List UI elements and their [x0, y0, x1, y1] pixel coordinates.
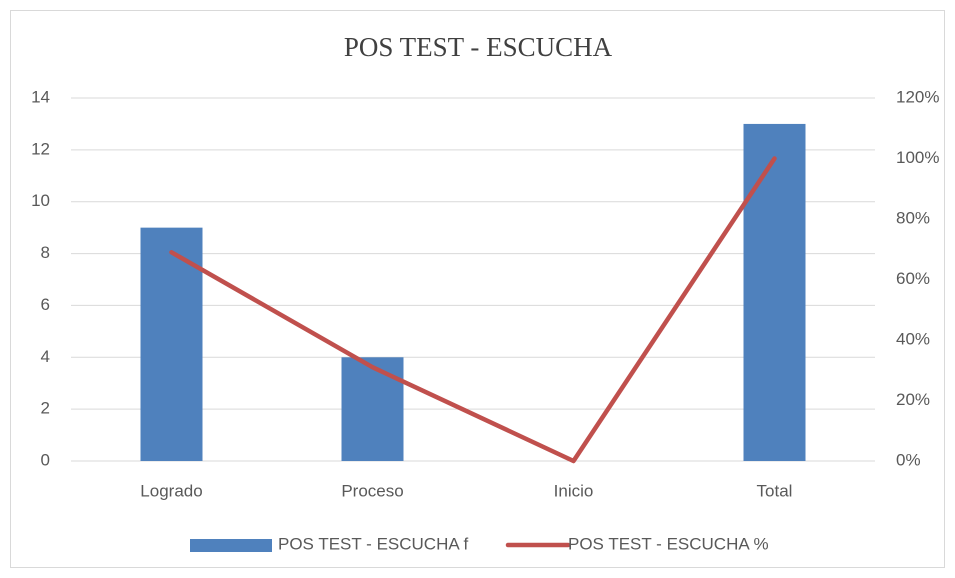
bar	[341, 357, 404, 461]
y2-tick-label: 60%	[896, 269, 930, 288]
x-tick-label: Total	[757, 481, 793, 500]
y2-tick-label: 40%	[896, 329, 930, 348]
y-tick-label: 14	[31, 87, 50, 106]
y-tick-label: 6	[41, 295, 50, 314]
x-tick-label: Logrado	[140, 481, 202, 500]
chart-title: POS TEST - ESCUCHA	[344, 32, 613, 62]
y-tick-label: 10	[31, 191, 50, 210]
x-tick-label: Proceso	[341, 481, 403, 500]
line-series	[169, 156, 777, 464]
legend-label: POS TEST - ESCUCHA f	[278, 534, 468, 553]
y2-tick-label: 0%	[896, 450, 921, 469]
y2-tick-label: 80%	[896, 208, 930, 227]
bar	[743, 123, 806, 461]
y2-tick-label: 120%	[896, 87, 939, 106]
y-tick-label: 12	[31, 139, 50, 158]
y-tick-label: 4	[41, 347, 50, 366]
y-tick-label: 8	[41, 243, 50, 262]
legend-swatch	[190, 539, 272, 552]
y-tick-label: 0	[41, 450, 50, 469]
y2-tick-label: 100%	[896, 148, 939, 167]
x-tick-label: Inicio	[554, 481, 594, 500]
legend-label: POS TEST - ESCUCHA %	[568, 534, 769, 553]
y-tick-label: 2	[41, 399, 50, 418]
y2-tick-label: 20%	[896, 390, 930, 409]
